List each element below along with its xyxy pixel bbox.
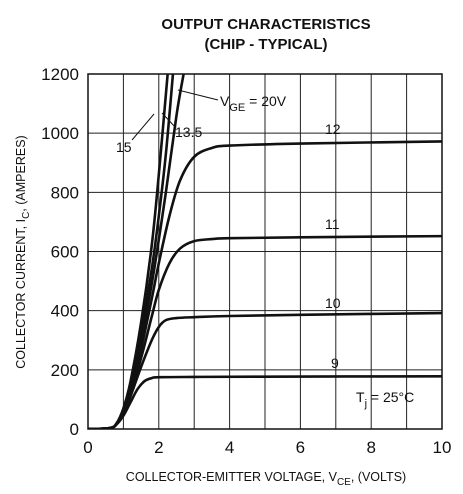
leader-13-5: [161, 112, 177, 129]
leader-15: [131, 113, 155, 141]
y-tick-label: 400: [51, 302, 79, 321]
y-tick-label: 200: [51, 361, 79, 380]
y-tick-label: 1200: [41, 65, 79, 84]
xlabel-tail: , (VOLTS): [351, 470, 406, 484]
curves: [88, 74, 442, 429]
vge-main: V: [220, 93, 230, 109]
tj-tail: = 25°C: [367, 389, 414, 405]
x-tick-label: 0: [83, 438, 92, 457]
tj-main: T: [356, 389, 365, 405]
curve-label-9: 9: [331, 355, 339, 371]
y-tick-label: 600: [51, 243, 79, 262]
curve-vge-20: [88, 74, 169, 429]
x-tick-label: 2: [154, 438, 163, 457]
ylabel-main: COLLECTOR CURRENT, I: [14, 219, 28, 369]
y-tick-label: 800: [51, 183, 79, 202]
x-tick-label: 6: [296, 438, 305, 457]
vge-tail: = 20V: [245, 93, 287, 109]
curve-label-vge: VGE = 20V: [220, 93, 287, 114]
y-tick-label: 0: [70, 420, 79, 439]
ylabel-sub: C: [21, 212, 32, 219]
y-tick-label: 1000: [41, 124, 79, 143]
x-axis-label: COLLECTOR-EMITTER VOLTAGE, VCE, (VOLTS): [126, 470, 406, 488]
junction-temp-annotation: Tj = 25°C: [356, 389, 414, 410]
chart-title-line1: OUTPUT CHARACTERISTICS: [161, 16, 370, 33]
x-tick-label: 8: [366, 438, 375, 457]
x-tick-label: 4: [225, 438, 234, 457]
curve-label-13-5: 13.5: [175, 124, 202, 140]
leader-vge: [177, 89, 219, 101]
chart-title-line2: (CHIP - TYPICAL): [204, 36, 327, 53]
ylabel-tail: , (AMPERES): [14, 135, 28, 211]
curve-label-12: 12: [325, 121, 341, 137]
y-axis-label: COLLECTOR CURRENT, IC, (AMPERES): [14, 135, 32, 368]
xlabel-sub: CE: [337, 477, 351, 488]
tick-labels: 0 2 4 6 8 10 0 200 400 600 800 1000 1200: [41, 65, 451, 457]
xlabel-main: COLLECTOR-EMITTER VOLTAGE, V: [126, 470, 338, 484]
vge-sub: GE: [229, 102, 245, 114]
plot-frame: [87, 73, 443, 430]
grid-lines: [87, 73, 443, 430]
tj-sub: j: [364, 398, 367, 410]
curve-label-11: 11: [325, 216, 340, 232]
curve-label-10: 10: [325, 295, 341, 311]
curve-label-15: 15: [116, 139, 132, 155]
x-tick-label: 10: [433, 438, 452, 457]
label-leaders: [131, 89, 219, 141]
